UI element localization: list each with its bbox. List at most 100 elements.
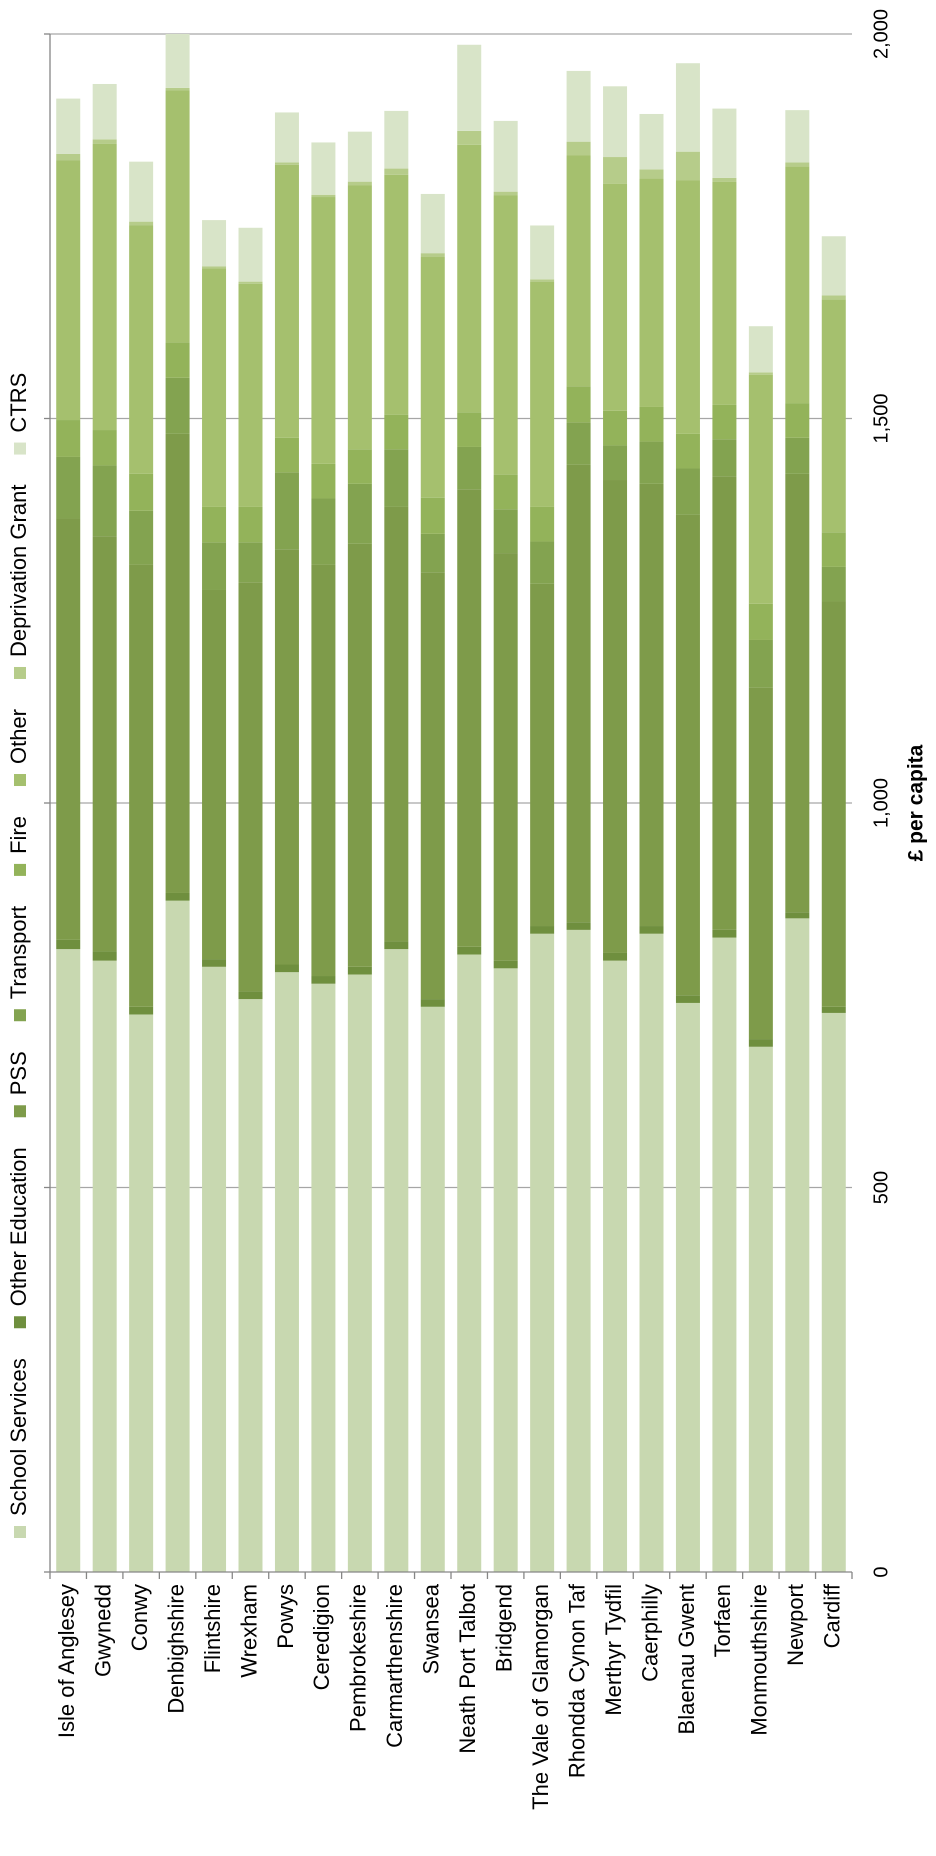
- bar-flintshire-school-services: [202, 966, 227, 1572]
- bar-swansea-transport: [420, 533, 445, 573]
- bar-ceredigion-other: [311, 197, 336, 464]
- bar-carmarthenshire-school-services: [384, 949, 409, 1572]
- bar-newport-fire: [785, 403, 810, 438]
- bar-carmarthenshire-transport: [384, 449, 409, 507]
- bar-swansea-other-education: [420, 999, 445, 1007]
- bar-conwy-deprivation-grant: [129, 221, 154, 226]
- bar-isle-of-anglesey-transport: [56, 456, 81, 519]
- bar-isle-of-anglesey-school-services: [56, 949, 81, 1572]
- bar-cardiff-pss: [821, 601, 846, 1007]
- bar-isle-of-anglesey-pss: [56, 518, 81, 940]
- category-label: Carmarthenshire: [382, 1584, 407, 1748]
- bar-newport-other: [785, 166, 810, 404]
- bar-denbighshire-school-services: [165, 900, 190, 1572]
- legend-swatch-other-education: [14, 1316, 26, 1329]
- bar-the-vale-of-glamorgan-deprivation-grant: [530, 279, 555, 282]
- bar-ceredigion-pss: [311, 564, 336, 977]
- bar-newport-pss: [785, 473, 810, 913]
- bar-powys-transport: [274, 472, 299, 550]
- bar-blaenau-gwent-other: [675, 180, 700, 434]
- legend-label-deprivation-grant: Deprivation Grant: [6, 485, 31, 657]
- bar-wrexham-deprivation-grant: [238, 281, 263, 284]
- bar-isle-of-anglesey-other: [56, 160, 81, 421]
- bar-isle-of-anglesey-other-education: [56, 939, 81, 950]
- bar-powys-school-services: [274, 972, 299, 1572]
- bar-flintshire-pss: [202, 589, 227, 960]
- bar-swansea-other: [420, 257, 445, 498]
- bar-rhondda-cynon-taf-school-services: [566, 929, 591, 1572]
- bar-torfaen-transport: [712, 439, 737, 477]
- bar-cardiff-ctrs: [821, 236, 846, 296]
- bar-monmouthshire-fire: [748, 603, 773, 640]
- bar-ceredigion-other-education: [311, 976, 336, 984]
- category-label: Torfaen: [710, 1584, 735, 1657]
- bar-torfaen-ctrs: [712, 108, 737, 178]
- bar-newport-school-services: [785, 918, 810, 1572]
- bar-gwynedd-other-education: [92, 951, 117, 961]
- legend-swatch-fire: [14, 863, 26, 876]
- bar-blaenau-gwent-deprivation-grant: [675, 151, 700, 181]
- bar-flintshire-other: [202, 268, 227, 507]
- category-label: Newport: [783, 1584, 808, 1666]
- legend-label-ctrs: CTRS: [6, 373, 31, 433]
- bar-monmouthshire-pss: [748, 687, 773, 1040]
- bar-cardiff-fire: [821, 532, 846, 567]
- bar-caerphilly-ctrs: [639, 113, 664, 170]
- bar-torfaen-other: [712, 181, 737, 405]
- legend-swatch-school-services: [14, 1526, 26, 1538]
- bar-blaenau-gwent-school-services: [675, 1002, 700, 1572]
- bar-conwy-other: [129, 225, 154, 474]
- bar-rhondda-cynon-taf-other-education: [566, 922, 591, 930]
- bar-caerphilly-deprivation-grant: [639, 169, 664, 179]
- bar-powys-pss: [274, 549, 299, 965]
- bar-neath-port-talbot-other: [457, 144, 482, 413]
- bar-wrexham-fire: [238, 506, 263, 543]
- category-label: Bridgend: [491, 1584, 516, 1672]
- bar-powys-other: [274, 164, 299, 438]
- bar-caerphilly-other: [639, 178, 664, 407]
- category-labels: Isle of Anglesey Gwynedd Conwy Denbighshire…: [54, 1583, 845, 1810]
- bar-neath-port-talbot-other-education: [457, 946, 482, 955]
- bar-monmouthshire-deprivation-grant: [748, 372, 773, 375]
- bar-merthyr-tydfil-fire: [603, 410, 628, 446]
- bar-isle-of-anglesey-ctrs: [56, 98, 81, 154]
- bar-carmarthenshire-ctrs: [384, 110, 409, 169]
- bar-flintshire-fire: [202, 506, 227, 543]
- bar-gwynedd-transport: [92, 465, 117, 537]
- value-tick-label: 500: [870, 1171, 892, 1204]
- legend-swatch-pss: [14, 1105, 26, 1118]
- bar-conwy-ctrs: [129, 161, 154, 222]
- bar-denbighshire-deprivation-grant: [165, 87, 190, 91]
- bar-powys-deprivation-grant: [274, 162, 299, 165]
- bar-cardiff-other: [821, 299, 846, 533]
- bar-blaenau-gwent-pss: [675, 514, 700, 996]
- bar-caerphilly-other-education: [639, 926, 664, 934]
- bar-pembrokeshire-pss: [347, 543, 372, 967]
- legend: School Services Other Education PSS Transpo…: [6, 373, 31, 1538]
- value-tick-labels: 0 500 1,000 1,500 2,000: [870, 9, 892, 1578]
- bar-gwynedd-ctrs: [92, 83, 117, 140]
- bar-wrexham-ctrs: [238, 227, 263, 282]
- category-label: Rhondda Cynon Taf: [564, 1583, 589, 1778]
- bar-carmarthenshire-deprivation-grant: [384, 168, 409, 175]
- bar-caerphilly-school-services: [639, 933, 664, 1572]
- bar-merthyr-tydfil-deprivation-grant: [603, 157, 628, 184]
- bar-swansea-deprivation-grant: [420, 253, 445, 258]
- bar-neath-port-talbot-ctrs: [457, 44, 482, 131]
- bar-pembrokeshire-transport: [347, 483, 372, 544]
- bar-denbighshire-pss: [165, 433, 190, 893]
- bar-gwynedd-pss: [92, 536, 117, 952]
- bar-neath-port-talbot-pss: [457, 489, 482, 947]
- bar-merthyr-tydfil-pss: [603, 480, 628, 953]
- category-label: Powys: [273, 1584, 298, 1649]
- category-label: Monmouthshire: [747, 1584, 772, 1736]
- bar-conwy-school-services: [129, 1014, 154, 1572]
- bar-gwynedd-fire: [92, 430, 117, 466]
- bar-gwynedd-other: [92, 143, 117, 431]
- bar-merthyr-tydfil-ctrs: [603, 86, 628, 158]
- bar-rhondda-cynon-taf-pss: [566, 464, 591, 923]
- bar-gwynedd-school-services: [92, 960, 117, 1572]
- bar-bridgend-other-education: [493, 960, 518, 969]
- bar-monmouthshire-transport: [748, 639, 773, 688]
- bar-swansea-school-services: [420, 1006, 445, 1572]
